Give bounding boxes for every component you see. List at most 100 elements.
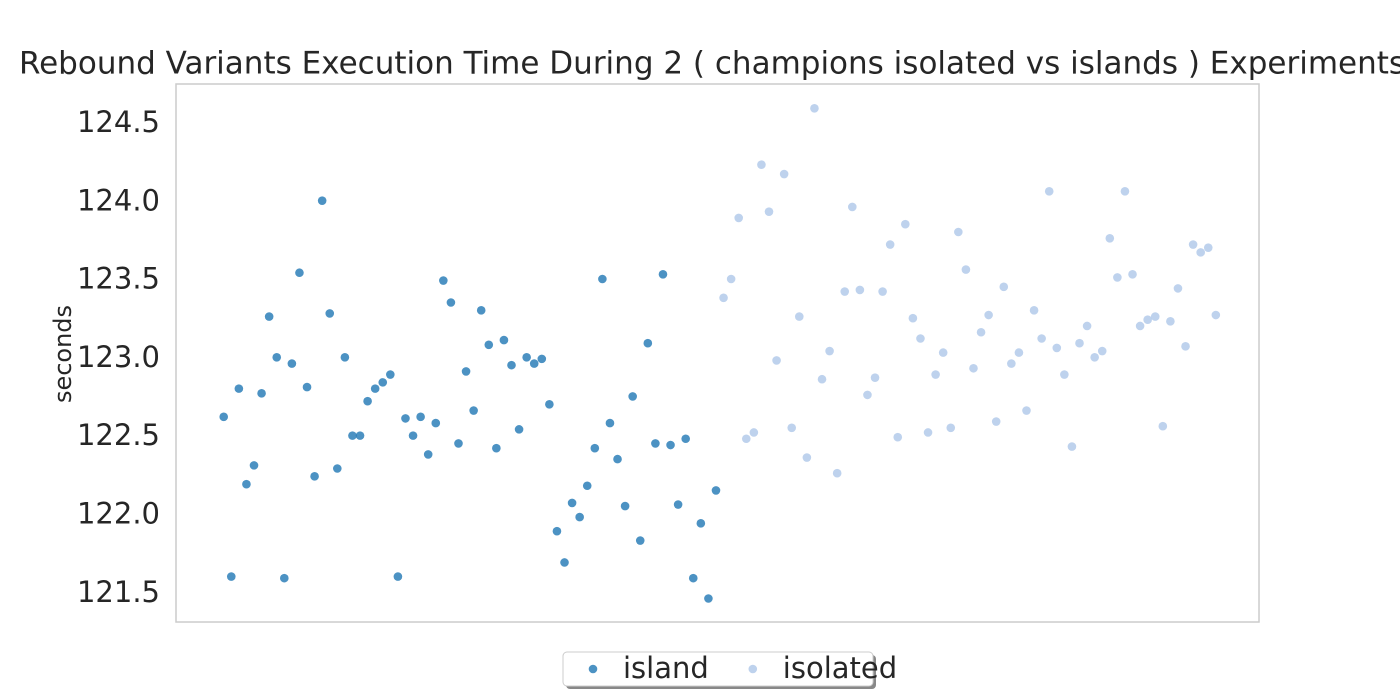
point	[810, 103, 819, 113]
point	[257, 389, 266, 398]
point	[1143, 315, 1152, 325]
point	[893, 432, 903, 442]
point	[469, 406, 478, 415]
point	[1203, 243, 1213, 252]
point	[628, 392, 637, 401]
point	[1158, 421, 1168, 431]
point	[741, 434, 751, 444]
point	[317, 196, 327, 205]
point	[878, 287, 887, 296]
point	[219, 412, 229, 422]
point	[545, 399, 554, 409]
point	[242, 479, 251, 489]
y-tick-label: 123.5	[77, 262, 160, 296]
point	[1082, 321, 1092, 331]
point	[340, 353, 350, 362]
point	[264, 312, 274, 321]
point	[272, 353, 282, 362]
point	[1052, 343, 1062, 353]
point	[999, 282, 1009, 292]
point	[643, 338, 653, 348]
point	[280, 573, 289, 583]
y-axis-label: seconds	[49, 305, 77, 403]
point	[870, 373, 880, 382]
point	[802, 453, 812, 462]
point	[605, 418, 615, 428]
point	[333, 464, 342, 473]
point	[1014, 348, 1024, 357]
legend-label: isolated	[783, 651, 897, 685]
point	[908, 313, 918, 323]
point	[249, 461, 259, 470]
point	[704, 594, 713, 603]
point	[1166, 316, 1175, 326]
point	[401, 414, 410, 423]
point	[969, 363, 978, 373]
point	[1060, 370, 1069, 379]
point	[302, 382, 312, 392]
legend-marker	[748, 664, 758, 674]
point	[931, 370, 940, 379]
point	[386, 370, 395, 379]
point	[901, 219, 910, 229]
point	[1022, 406, 1031, 415]
point	[832, 468, 842, 478]
point	[1188, 240, 1198, 249]
point	[711, 486, 721, 495]
point	[1029, 306, 1039, 315]
point	[681, 434, 690, 444]
point	[363, 396, 372, 406]
chart-title: Rebound Variants Execution Time During 2…	[19, 46, 1400, 82]
point	[560, 558, 569, 567]
point	[696, 519, 706, 528]
point	[461, 367, 471, 376]
point	[423, 450, 433, 459]
point	[923, 428, 933, 437]
point	[439, 276, 448, 285]
point	[855, 285, 865, 295]
point	[757, 160, 766, 169]
point	[431, 418, 441, 428]
point	[492, 443, 501, 453]
point	[658, 269, 668, 279]
point	[1037, 334, 1046, 343]
point	[1044, 186, 1054, 196]
point	[651, 439, 660, 448]
point	[863, 390, 872, 400]
point	[310, 472, 319, 481]
y-tick-label: 122.0	[77, 496, 160, 530]
point	[575, 512, 584, 522]
point	[620, 501, 630, 511]
point	[1075, 338, 1084, 348]
point	[976, 327, 986, 337]
point	[514, 425, 524, 434]
point	[582, 481, 592, 491]
point	[226, 572, 236, 581]
point	[590, 443, 600, 453]
point	[416, 412, 425, 422]
point	[370, 384, 380, 393]
point	[719, 293, 728, 303]
point	[916, 334, 925, 343]
point	[1090, 353, 1099, 362]
point	[825, 346, 834, 356]
point	[378, 378, 388, 387]
point	[946, 423, 956, 433]
legend-marker	[588, 664, 598, 674]
point	[1128, 269, 1137, 279]
y-tick-label: 124.0	[77, 183, 160, 217]
point	[507, 360, 516, 370]
point	[484, 340, 494, 350]
point	[1135, 321, 1145, 331]
point	[348, 431, 357, 440]
point	[666, 440, 675, 450]
legend-label: island	[623, 651, 709, 685]
point	[393, 572, 403, 581]
point	[552, 526, 562, 536]
point	[1105, 233, 1115, 243]
point	[885, 240, 895, 249]
point	[598, 274, 607, 284]
point	[476, 306, 486, 315]
point	[673, 500, 683, 509]
